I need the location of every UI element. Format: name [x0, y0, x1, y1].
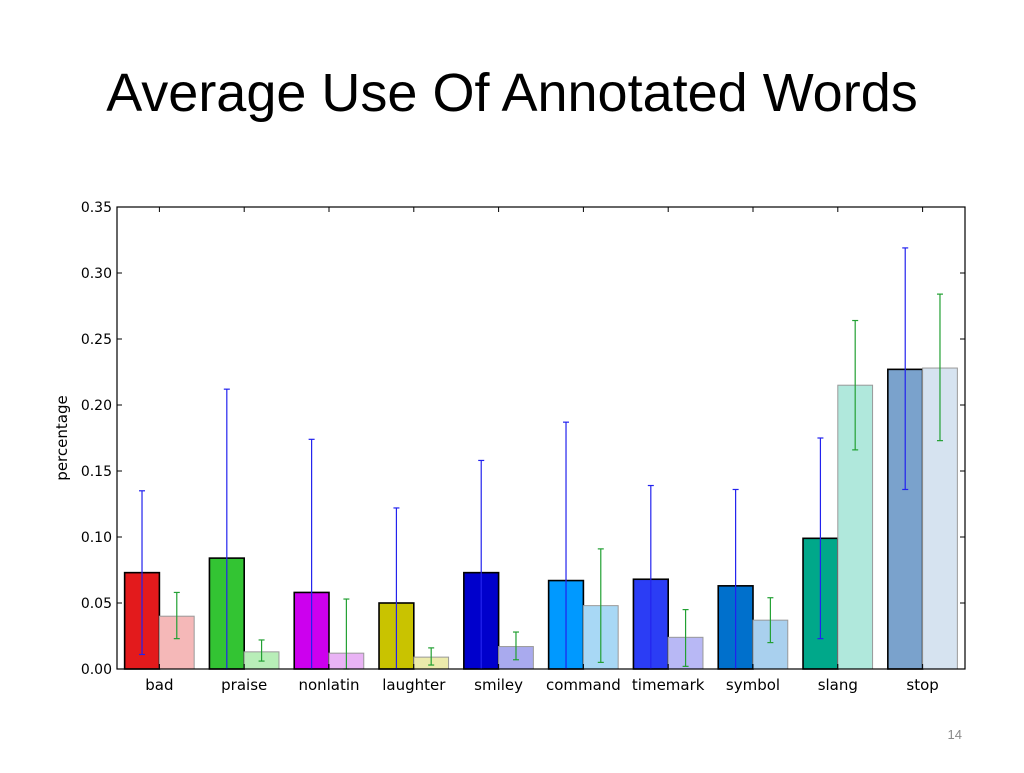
y-tick-label-0.15: 0.15: [81, 464, 112, 480]
x-tick-label-timemark: timemark: [632, 676, 705, 694]
x-tick-label-smiley: smiley: [474, 676, 523, 694]
x-tick-label-symbol: symbol: [726, 676, 780, 694]
x-tick-label-praise: praise: [221, 676, 267, 694]
x-tick-label-stop: stop: [906, 676, 938, 694]
y-tick-label-0.10: 0.10: [81, 530, 112, 546]
x-tick-label-bad: bad: [145, 676, 173, 694]
error-bars-layer: [139, 247, 943, 670]
x-tick-label-slang: slang: [818, 676, 858, 694]
y-tick-label-0.20: 0.20: [81, 398, 112, 414]
ticks-layer: [117, 206, 965, 670]
bars-layer: [123, 367, 958, 670]
x-tick-label-nonlatin: nonlatin: [298, 676, 359, 694]
y-axis-label: percentage: [53, 395, 71, 480]
y-tick-label-0.35: 0.35: [81, 200, 112, 216]
slide-number: 14: [947, 727, 962, 742]
y-tick-label-0.05: 0.05: [81, 596, 112, 612]
labels-layer: bad praise nonlatin laughter smiley command ti…: [81, 200, 939, 694]
y-tick-label-0.25: 0.25: [81, 332, 112, 348]
y-tick-label-0.00: 0.00: [81, 662, 112, 678]
plot-frame: [116, 206, 966, 670]
slide-title: Average Use Of Annotated Words: [106, 63, 918, 123]
x-tick-label-laughter: laughter: [382, 676, 446, 694]
x-tick-label-command: command: [546, 676, 621, 694]
y-tick-label-0.30: 0.30: [81, 266, 112, 282]
